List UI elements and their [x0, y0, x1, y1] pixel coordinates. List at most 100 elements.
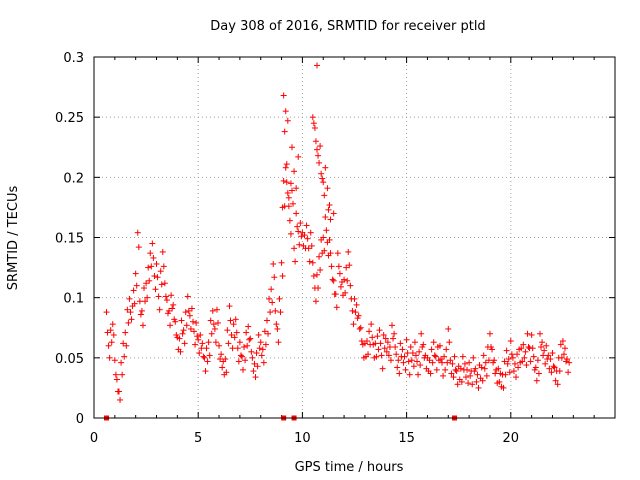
data-point — [486, 330, 493, 337]
data-point — [124, 306, 131, 313]
data-point — [231, 334, 238, 341]
data-point — [437, 356, 444, 363]
data-point — [262, 341, 269, 348]
data-point — [393, 351, 400, 358]
data-point — [551, 364, 558, 371]
data-point — [396, 370, 403, 377]
data-point — [385, 352, 392, 359]
data-point — [294, 223, 301, 230]
data-point — [508, 351, 515, 358]
data-point — [114, 388, 121, 395]
data-point — [268, 286, 275, 293]
data-point — [533, 377, 540, 384]
data-point — [412, 352, 419, 359]
data-point — [160, 263, 167, 270]
data-point — [216, 342, 223, 349]
data-point — [451, 353, 458, 360]
data-point — [171, 316, 178, 323]
data-point — [211, 325, 218, 332]
y-axis-label: SRMTID / TECUs — [6, 186, 21, 291]
data-point — [325, 206, 332, 213]
data-point — [168, 292, 175, 299]
data-point — [113, 376, 120, 383]
data-point — [230, 321, 237, 328]
data-point — [460, 366, 467, 373]
data-point — [287, 180, 294, 187]
data-point — [277, 309, 284, 316]
data-point — [184, 293, 191, 300]
data-point — [283, 179, 290, 186]
data-point — [466, 359, 473, 366]
data-point — [316, 253, 323, 260]
data-point — [118, 359, 125, 366]
data-point — [303, 222, 310, 229]
data-point — [270, 260, 277, 267]
data-point — [109, 321, 116, 328]
data-point — [137, 311, 144, 318]
data-point — [478, 364, 485, 371]
data-point — [278, 259, 285, 266]
data-point — [259, 346, 266, 353]
data-point — [152, 286, 159, 293]
data-point — [250, 368, 257, 375]
data-point — [317, 266, 324, 273]
data-point — [283, 161, 290, 168]
data-point — [112, 371, 119, 378]
data-point — [139, 322, 146, 329]
data-point — [414, 358, 421, 365]
data-point — [559, 337, 566, 344]
data-point — [509, 354, 516, 361]
data-point — [356, 325, 363, 332]
data-point — [234, 345, 241, 352]
data-point — [212, 339, 219, 346]
data-point — [337, 283, 344, 290]
data-point — [237, 352, 244, 359]
y-tick-label: 0 — [76, 412, 84, 427]
data-point — [178, 317, 185, 324]
data-point — [309, 259, 316, 266]
data-point — [535, 370, 542, 377]
data-point — [121, 353, 128, 360]
data-point — [261, 328, 268, 335]
data-point — [146, 277, 153, 284]
data-point — [236, 339, 243, 346]
data-point — [126, 295, 133, 302]
data-point — [442, 366, 449, 373]
data-point — [333, 304, 340, 311]
data-point — [213, 306, 220, 313]
data-point — [557, 341, 564, 348]
data-point — [292, 258, 299, 265]
data-point — [381, 345, 388, 352]
data-point — [462, 374, 469, 381]
data-point — [545, 352, 552, 359]
data-point — [197, 331, 204, 338]
points-layer — [103, 62, 573, 421]
data-point — [548, 369, 555, 376]
data-point — [276, 295, 283, 302]
data-point — [391, 330, 398, 337]
data-point — [194, 333, 201, 340]
data-point — [342, 289, 349, 296]
data-point — [195, 336, 202, 343]
data-point — [155, 293, 162, 300]
data-point — [439, 359, 446, 366]
data-point — [256, 345, 263, 352]
data-point — [307, 229, 314, 236]
data-point — [133, 282, 140, 289]
data-point — [419, 344, 426, 351]
data-point — [269, 299, 276, 306]
data-point — [302, 245, 309, 252]
data-point — [504, 360, 511, 367]
data-point — [453, 368, 460, 375]
data-point — [147, 250, 154, 257]
data-point — [312, 138, 319, 145]
data-point — [392, 344, 399, 351]
data-point — [301, 232, 308, 239]
data-point — [291, 245, 298, 252]
data-point — [233, 329, 240, 336]
data-point — [447, 357, 454, 364]
data-point — [448, 370, 455, 377]
data-point — [252, 374, 259, 381]
data-point — [415, 371, 422, 378]
data-point — [293, 210, 300, 217]
